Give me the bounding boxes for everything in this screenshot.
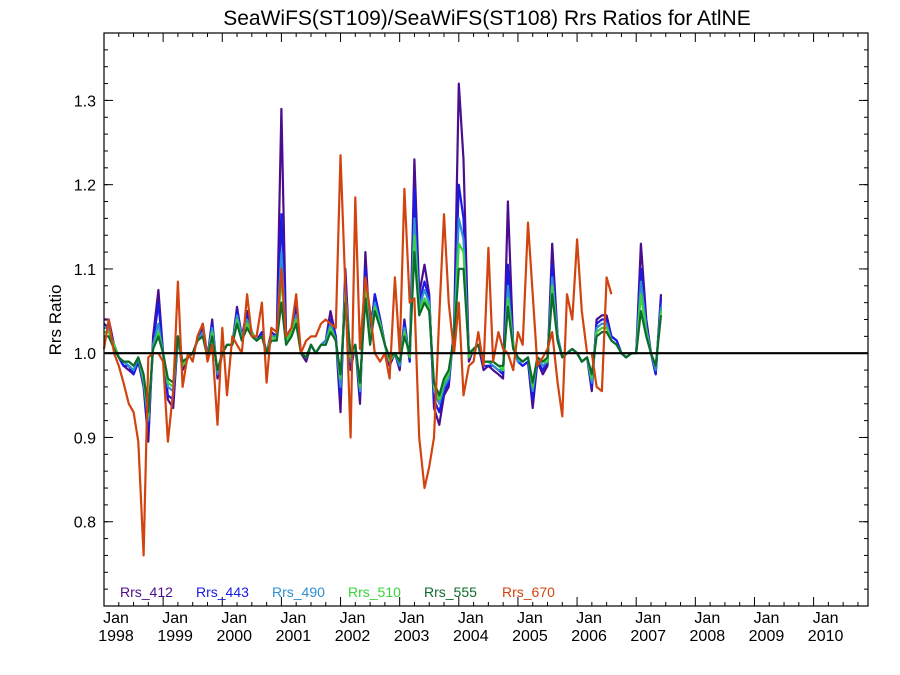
- x-tick-year-label: 2005: [512, 628, 548, 645]
- x-tick-month-label: Jan: [340, 610, 366, 627]
- x-tick-month-label: Jan: [103, 610, 129, 627]
- y-tick-label: 1.1: [74, 262, 96, 279]
- x-tick-year-label: 2003: [394, 628, 430, 645]
- x-tick-month-label: Jan: [813, 610, 839, 627]
- y-tick-label: 0.9: [74, 430, 96, 447]
- x-tick-year-label: 2007: [630, 628, 666, 645]
- chart-title: SeaWiFS(ST109)/SeaWiFS(ST108) Rrs Ratios…: [223, 7, 750, 30]
- y-tick-label: 1.0: [74, 346, 96, 363]
- x-tick-year-label: 2002: [335, 628, 371, 645]
- x-tick-year-label: 2000: [216, 628, 252, 645]
- legend-item-rrs-443: Rrs_443: [196, 584, 249, 600]
- series-line-rrs-555: [104, 251, 663, 414]
- y-tick-label: 0.8: [74, 515, 96, 532]
- x-tick-month-label: Jan: [576, 610, 602, 627]
- legend: Rrs_412 Rrs_443 Rrs_490 Rrs_510 Rrs_555 Rrs_6…: [120, 584, 555, 600]
- x-tick-month-label: Jan: [281, 610, 307, 627]
- y-tick-label: 1.2: [74, 178, 96, 195]
- y-tick-label: 1.3: [74, 93, 96, 110]
- legend-item-rrs-510: Rrs_510: [348, 584, 401, 600]
- y-axis-label: Rrs Ratio: [46, 285, 65, 356]
- legend-item-rrs-555: Rrs_555: [424, 584, 477, 600]
- x-tick-year-label: 2004: [453, 628, 489, 645]
- x-tick-month-label: Jan: [694, 610, 720, 627]
- x-tick-year-label: 2008: [690, 628, 726, 645]
- axis-ticks: 0.80.91.01.11.21.3Jan1998Jan1999Jan2000J…: [74, 33, 868, 645]
- x-tick-month-label: Jan: [517, 610, 543, 627]
- x-tick-year-label: 1999: [157, 628, 193, 645]
- legend-item-rrs-670: Rrs_670: [502, 584, 555, 600]
- x-tick-year-label: 1998: [98, 628, 134, 645]
- series-line-rrs-412: [104, 82, 663, 443]
- series-group: [102, 82, 663, 557]
- x-tick-year-label: 2006: [571, 628, 607, 645]
- x-tick-month-label: Jan: [754, 610, 780, 627]
- x-tick-month-label: Jan: [221, 610, 247, 627]
- series-line-rrs-670: [102, 154, 613, 557]
- series-line-rrs-510: [104, 234, 663, 418]
- x-tick-month-label: Jan: [458, 610, 484, 627]
- legend-item-rrs-412: Rrs_412: [120, 584, 173, 600]
- x-tick-year-label: 2010: [808, 628, 844, 645]
- x-tick-month-label: Jan: [162, 610, 188, 627]
- plot-frame: [103, 32, 869, 607]
- series-line-rrs-443: [103, 183, 663, 431]
- x-tick-month-label: Jan: [635, 610, 661, 627]
- legend-item-rrs-490: Rrs_490: [272, 584, 325, 600]
- x-tick-month-label: Jan: [399, 610, 425, 627]
- x-tick-year-label: 2001: [276, 628, 312, 645]
- x-tick-year-label: 2009: [749, 628, 785, 645]
